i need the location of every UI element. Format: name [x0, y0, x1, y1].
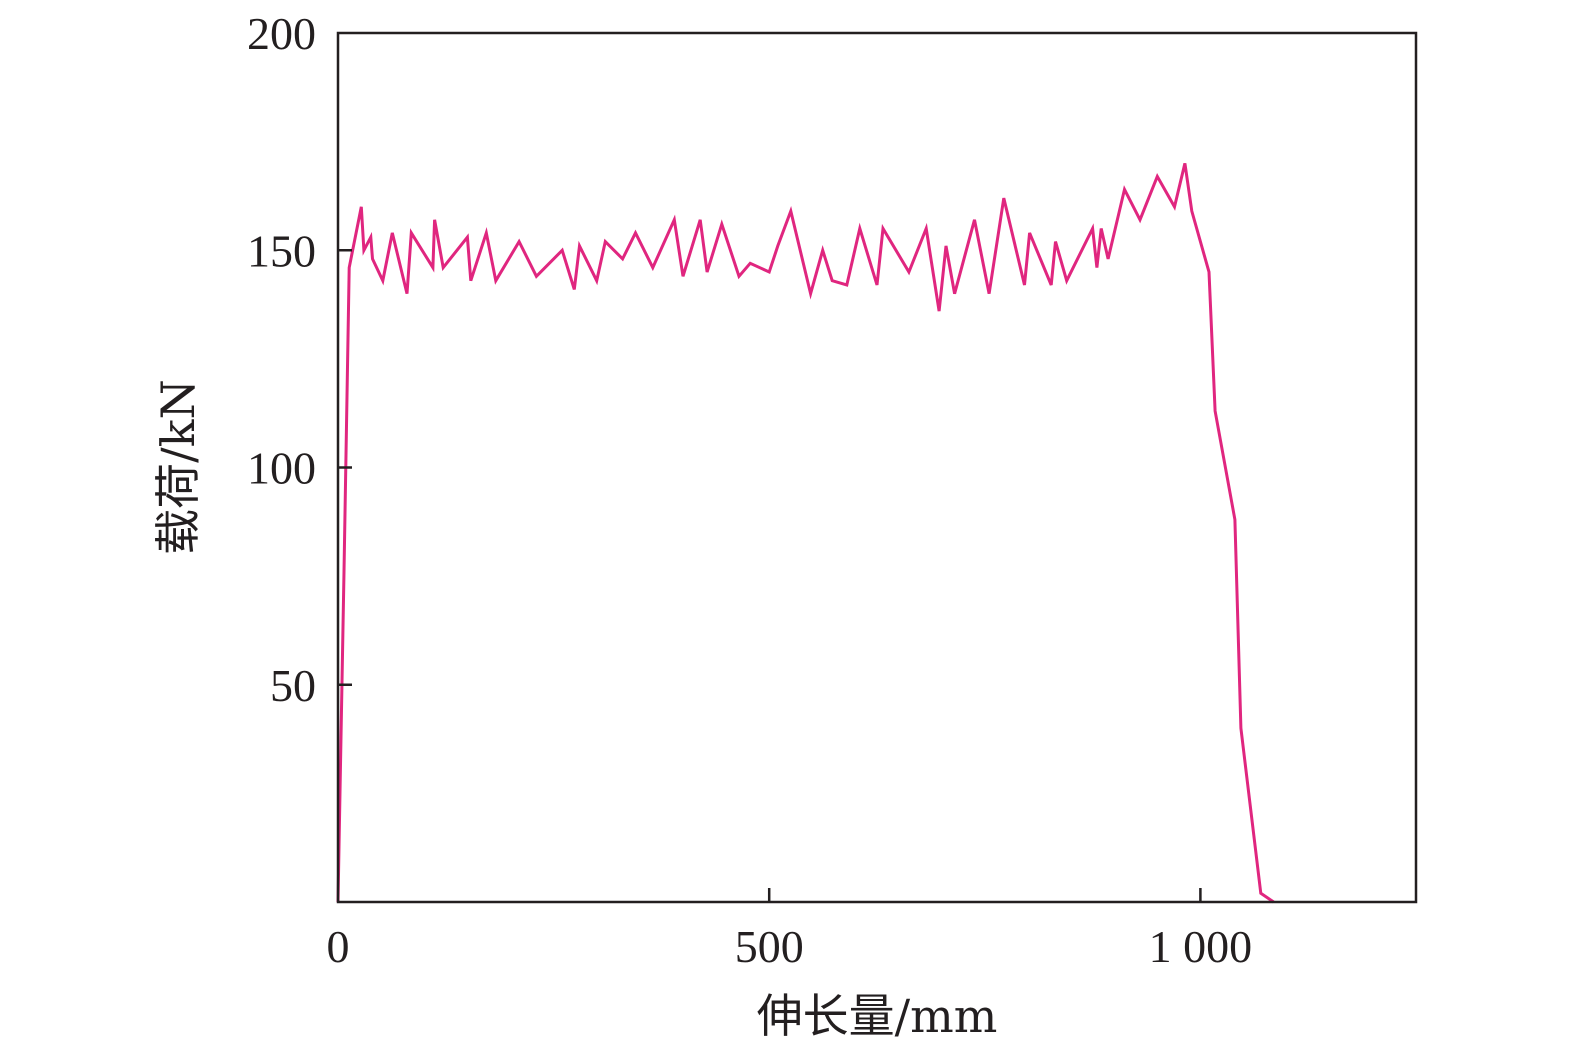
x-tick-label: 1 000 — [1149, 921, 1253, 972]
y-tick-label: 100 — [247, 443, 316, 494]
y-tick-label: 150 — [247, 225, 316, 276]
x-tick-label: 0 — [327, 921, 350, 972]
y-axis: 50 100 150 200 — [247, 8, 352, 711]
y-axis-title: 载荷/kN — [151, 379, 205, 555]
x-axis: 0 500 1 000 — [327, 888, 1253, 972]
y-tick-label: 50 — [270, 660, 316, 711]
series-line-0 — [336, 163, 1275, 904]
plot-area — [336, 163, 1275, 904]
x-axis-title: 伸长量/mm — [757, 989, 998, 1043]
plot-frame — [336, 31, 1418, 904]
x-tick-label: 500 — [735, 921, 804, 972]
y-tick-label: 200 — [247, 8, 316, 59]
